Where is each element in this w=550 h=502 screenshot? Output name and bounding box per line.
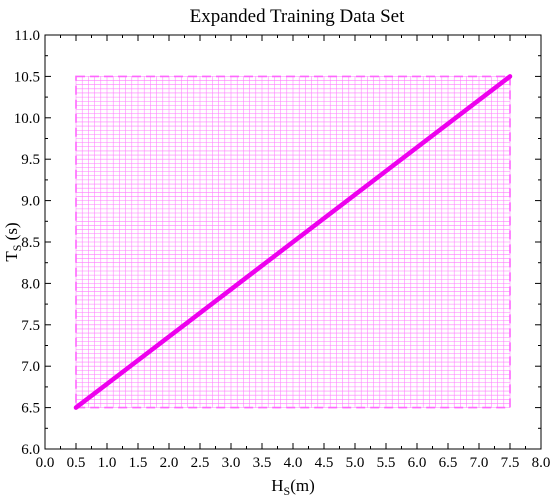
y-tick-label: 11.0 — [14, 28, 40, 44]
training-data-mesh — [75, 75, 511, 409]
x-axis-label-sub: S — [284, 484, 291, 498]
series-layer — [73, 74, 513, 410]
x-tick-label: 2.0 — [160, 455, 179, 471]
x-tick-label: 4.5 — [315, 455, 334, 471]
y-tick-label: 9.0 — [21, 194, 40, 210]
x-tick-label: 7.5 — [501, 455, 520, 471]
x-tick-label: 5.0 — [346, 455, 365, 471]
x-axis-label: HS(m) — [271, 476, 315, 498]
x-tick-label: 0.5 — [67, 455, 86, 471]
y-axis-label: TS (s) — [2, 222, 24, 261]
series-line-0 — [73, 74, 513, 410]
x-axis-label-main: H — [271, 476, 283, 495]
chart-title: Expanded Training Data Set — [190, 6, 406, 27]
x-tick-label: 3.5 — [253, 455, 272, 471]
x-tick-label: 8.0 — [532, 455, 550, 471]
x-tick-label: 0.0 — [36, 455, 55, 471]
x-axis-label-unit: (m) — [290, 476, 315, 495]
x-tick-label: 4.0 — [284, 455, 303, 471]
y-tick-label: 7.5 — [21, 318, 40, 334]
y-tick-label: 10.0 — [14, 111, 40, 127]
mesh-boundary — [75, 75, 511, 409]
y-axis-label-unit: (s) — [2, 222, 21, 244]
x-tick-label: 6.0 — [408, 455, 427, 471]
x-tick-label: 2.5 — [191, 455, 210, 471]
y-tick-label: 10.5 — [14, 69, 40, 85]
y-tick-label: 8.5 — [21, 235, 40, 251]
x-tick-label: 1.5 — [129, 455, 148, 471]
x-tick-label: 5.5 — [377, 455, 396, 471]
x-tick-label: 3.0 — [222, 455, 241, 471]
y-tick-label: 6.5 — [21, 401, 40, 417]
y-axis-label-main: T — [2, 251, 21, 262]
x-axis-ticks: 0.0 0.5 1.0 1.5 2.0 2.5 3.0 3.5 4.0 4.5 5.0 5.5 6.0 6… — [36, 35, 550, 471]
y-tick-label: 9.5 — [21, 152, 40, 168]
y-tick-label: 8.0 — [21, 276, 40, 292]
y-axis-ticks: 6.0 6.5 7.0 7.5 8.0 8.5 9.0 9.5 10.0 10.5 11.0 — [14, 28, 541, 458]
x-tick-label: 6.5 — [439, 455, 458, 471]
x-tick-label: 1.0 — [98, 455, 117, 471]
y-axis-label-sub: S — [10, 245, 24, 252]
x-tick-label: 7.0 — [470, 455, 489, 471]
y-tick-label: 7.0 — [21, 359, 40, 375]
y-tick-label: 6.0 — [21, 442, 40, 458]
